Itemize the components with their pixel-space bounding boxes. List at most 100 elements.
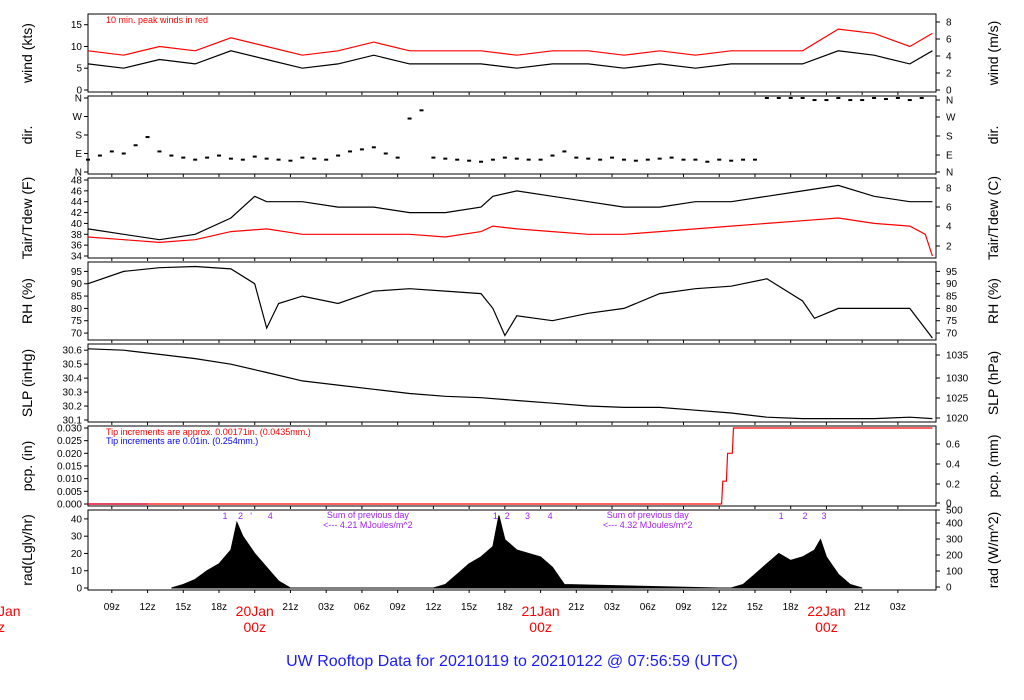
ytick-right-label-wind: 8	[946, 18, 952, 29]
xtick-label: 18z	[783, 602, 799, 613]
ytick-right-label-dir: N	[946, 168, 953, 179]
ytick-label-pcp: 0.000	[57, 500, 82, 511]
ylabel-temp: Tair/Tdew (F)	[19, 177, 35, 259]
xtick-label: 12z	[139, 602, 155, 613]
ytick-label-slp: 30.5	[63, 360, 83, 371]
pcp-annotation: Tip increments are 0.01in. (0.254mm.)	[106, 436, 258, 446]
ytick-right-label-pcp: 0.4	[946, 460, 960, 471]
ylabel-right-slp: SLP (hPa)	[985, 351, 1001, 415]
ytick-right-label-pcp: 0.6	[946, 440, 960, 451]
ytick-right-label-wind: 4	[946, 52, 952, 63]
series-slp-0	[87, 348, 933, 420]
ylabel-rh: RH (%)	[19, 278, 35, 324]
ytick-right-label-dir: E	[946, 151, 953, 162]
rad-marker: 4	[548, 511, 553, 521]
panel-frame-dir	[87, 95, 937, 175]
ytick-label-rad: 30	[71, 532, 83, 543]
ytick-label-temp: 42	[71, 208, 83, 219]
ytick-right-label-temp: 8	[946, 184, 952, 195]
ytick-right-label-rad: 300	[946, 535, 963, 546]
rad-marker: 3	[525, 511, 530, 521]
ytick-label-slp: 30.4	[63, 374, 83, 385]
xtick-label: 03z	[890, 602, 906, 613]
ytick-right-label-rh: 80	[946, 304, 958, 315]
ytick-label-wind: 10	[71, 42, 83, 53]
ylabel-wind: wind (kts)	[19, 23, 35, 84]
annotation-wind: 10 min. peak winds in red	[106, 15, 208, 25]
xtick-label: 06z	[640, 602, 656, 613]
panel-frame-temp	[87, 177, 937, 259]
series-temp-1	[87, 217, 933, 257]
ytick-label-rh: 95	[71, 267, 83, 278]
ylabel-right-pcp: pcp. (mm)	[985, 435, 1001, 498]
ytick-label-dir: N	[75, 168, 82, 179]
ytick-right-label-rh: 70	[946, 329, 958, 340]
ytick-label-dir: E	[75, 149, 82, 160]
day-hour-label: 00z	[815, 619, 838, 635]
rad-marker: 2	[505, 511, 510, 521]
ytick-right-label-pcp: 0.2	[946, 480, 960, 491]
ytick-label-rh: 85	[71, 292, 83, 303]
day-label: 20Jan	[236, 603, 274, 619]
day-hour-label: 00z	[243, 619, 266, 635]
rad-annotation: Sum of previous day	[607, 510, 690, 520]
ytick-label-pcp: 0.020	[57, 449, 82, 460]
ytick-right-label-slp: 1020	[946, 414, 969, 425]
panel-frame-wind	[87, 13, 937, 93]
xtick-label: 15z	[747, 602, 763, 613]
ytick-right-label-rad: 200	[946, 551, 963, 562]
series-wind-1	[87, 28, 933, 56]
ytick-label-pcp: 0.025	[57, 436, 82, 447]
ytick-right-label-rad: 100	[946, 567, 963, 578]
xtick-label: 09z	[104, 602, 120, 613]
ytick-label-rh: 75	[71, 316, 83, 327]
ytick-right-label-dir: N	[946, 96, 953, 107]
ytick-right-label-slp: 1030	[946, 374, 969, 385]
xtick-label: 21z	[282, 602, 298, 613]
xtick-label: 09z	[675, 602, 691, 613]
xtick-label: 09z	[390, 602, 406, 613]
ytick-right-label-rad: 0	[946, 583, 952, 594]
ytick-label-slp: 30.2	[63, 402, 83, 413]
panel-frame-slp	[87, 343, 937, 423]
ytick-label-temp: 36	[71, 241, 83, 252]
ytick-label-wind: 5	[76, 64, 82, 75]
ytick-label-dir: S	[75, 131, 82, 142]
ytick-label-temp: 34	[71, 252, 83, 263]
ytick-label-pcp: 0.005	[57, 487, 82, 498]
rad-marker: 1	[222, 511, 227, 521]
ytick-label-pcp: 0.010	[57, 474, 82, 485]
ytick-label-temp: 44	[71, 197, 83, 208]
ytick-label-dir: W	[73, 112, 83, 123]
xtick-label: 18z	[211, 602, 227, 613]
ytick-right-label-rad: 400	[946, 519, 963, 530]
xtick-label: 15z	[175, 602, 191, 613]
xtick-label: 15z	[461, 602, 477, 613]
ytick-label-slp: 30.3	[63, 388, 83, 399]
ylabel-pcp: pcp. (in)	[19, 441, 35, 492]
rad-annotation: Sum of previous day	[327, 510, 410, 520]
ytick-right-label-dir: S	[946, 132, 953, 143]
ylabel-right-dir: dir.	[985, 126, 1001, 145]
chart-title: UW Rooftop Data for 20210119 to 20210122…	[286, 653, 738, 670]
xtick-label: 03z	[318, 602, 334, 613]
ytick-right-label-rad: 500	[946, 506, 963, 517]
ytick-label-rad: 10	[71, 566, 83, 577]
ytick-right-label-rh: 85	[946, 292, 958, 303]
ytick-label-slp: 30.6	[63, 346, 83, 357]
rad-marker: 3	[822, 511, 827, 521]
ytick-right-label-slp: 1025	[946, 394, 969, 405]
xtick-label: 21z	[568, 602, 584, 613]
ytick-right-label-temp: 2	[946, 242, 952, 253]
ytick-label-wind: 0	[76, 86, 82, 97]
rad-marker: 1	[779, 511, 784, 521]
ylabel-slp: SLP (inHg)	[19, 349, 35, 417]
ytick-label-rad: 20	[71, 549, 83, 560]
ylabel-right-wind: wind (m/s)	[985, 21, 1001, 87]
ytick-right-label-rh: 95	[946, 267, 958, 278]
ylabel-dir: dir.	[19, 126, 35, 145]
ylabel-right-rad: rad (W/m^2)	[985, 512, 1001, 589]
xtick-label: 06z	[354, 602, 370, 613]
ytick-right-label-wind: 0	[946, 86, 952, 97]
